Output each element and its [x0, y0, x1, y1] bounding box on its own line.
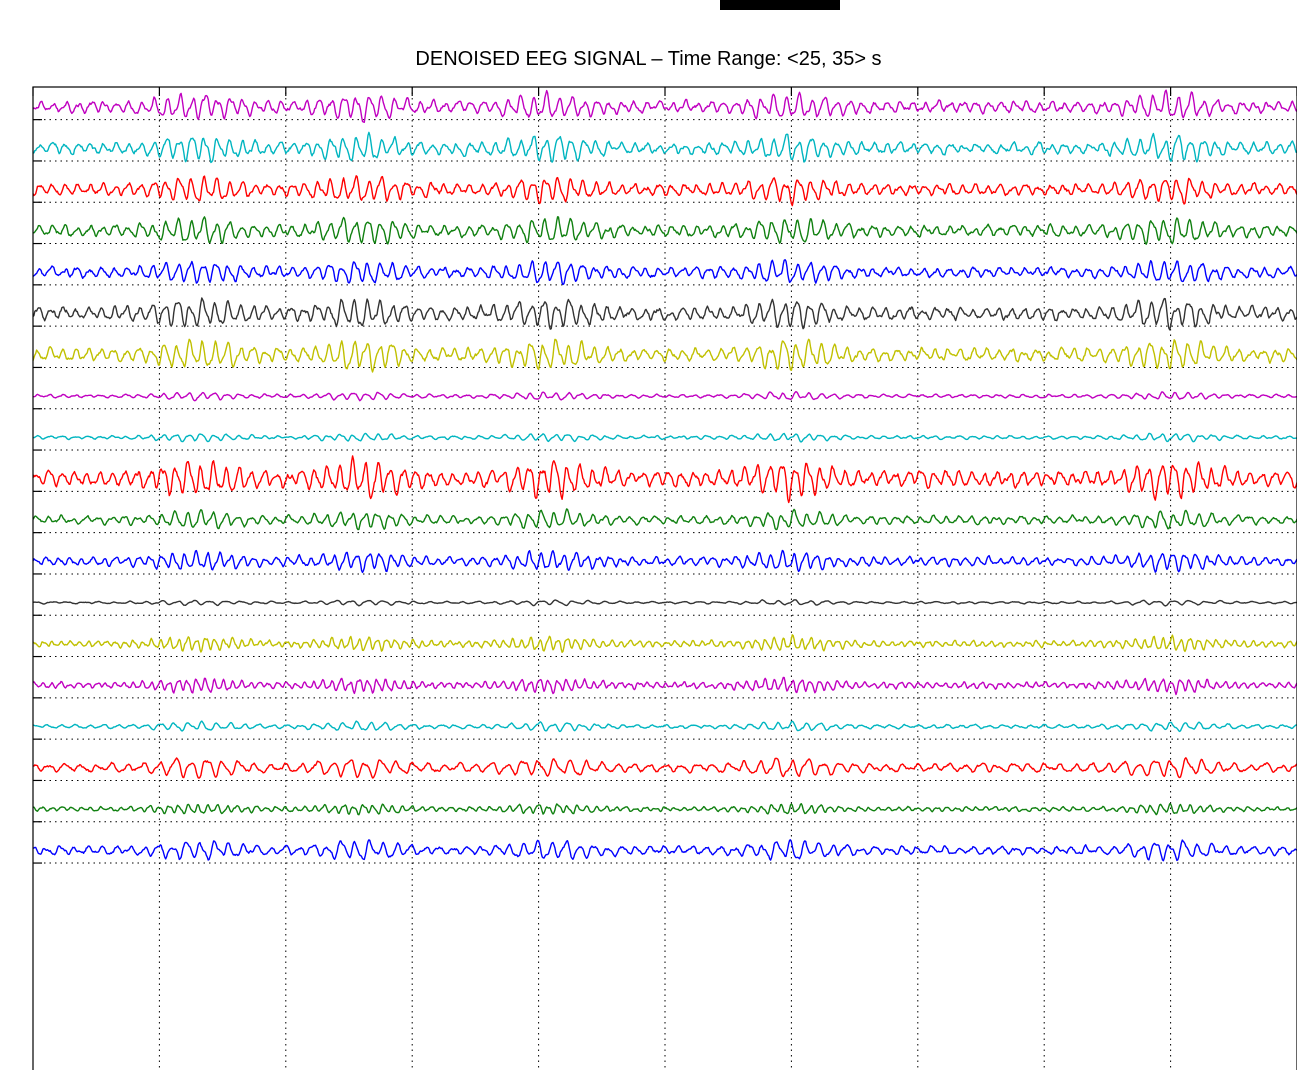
eeg-channel-trace — [32, 634, 1297, 653]
eeg-channel-trace — [32, 676, 1297, 696]
eeg-channel-trace — [32, 338, 1297, 373]
ticks — [32, 87, 1297, 864]
eeg-channel-trace — [32, 508, 1297, 531]
eeg-channel-trace — [32, 757, 1297, 779]
eeg-traces — [32, 89, 1297, 862]
eeg-channel-trace — [33, 599, 1297, 607]
eeg-channel-trace — [32, 216, 1297, 245]
eeg-channel-trace — [32, 432, 1297, 443]
eeg-channel-trace — [32, 131, 1297, 164]
eeg-channel-trace — [32, 259, 1297, 286]
eeg-channel-trace — [32, 720, 1297, 733]
eeg-channel-trace — [32, 175, 1297, 207]
chart-title: DENOISED EEG SIGNAL – Time Range: <25, 3… — [415, 48, 882, 70]
eeg-channel-trace — [32, 803, 1297, 816]
eeg-channel-trace — [32, 390, 1297, 402]
eeg-channel-trace — [32, 839, 1297, 862]
figure-title-fragment — [720, 0, 840, 10]
eeg-channel-trace — [32, 89, 1297, 123]
eeg-channel-trace — [32, 549, 1297, 574]
eeg-channel-trace — [32, 455, 1297, 504]
eeg-channel-trace — [32, 297, 1297, 331]
